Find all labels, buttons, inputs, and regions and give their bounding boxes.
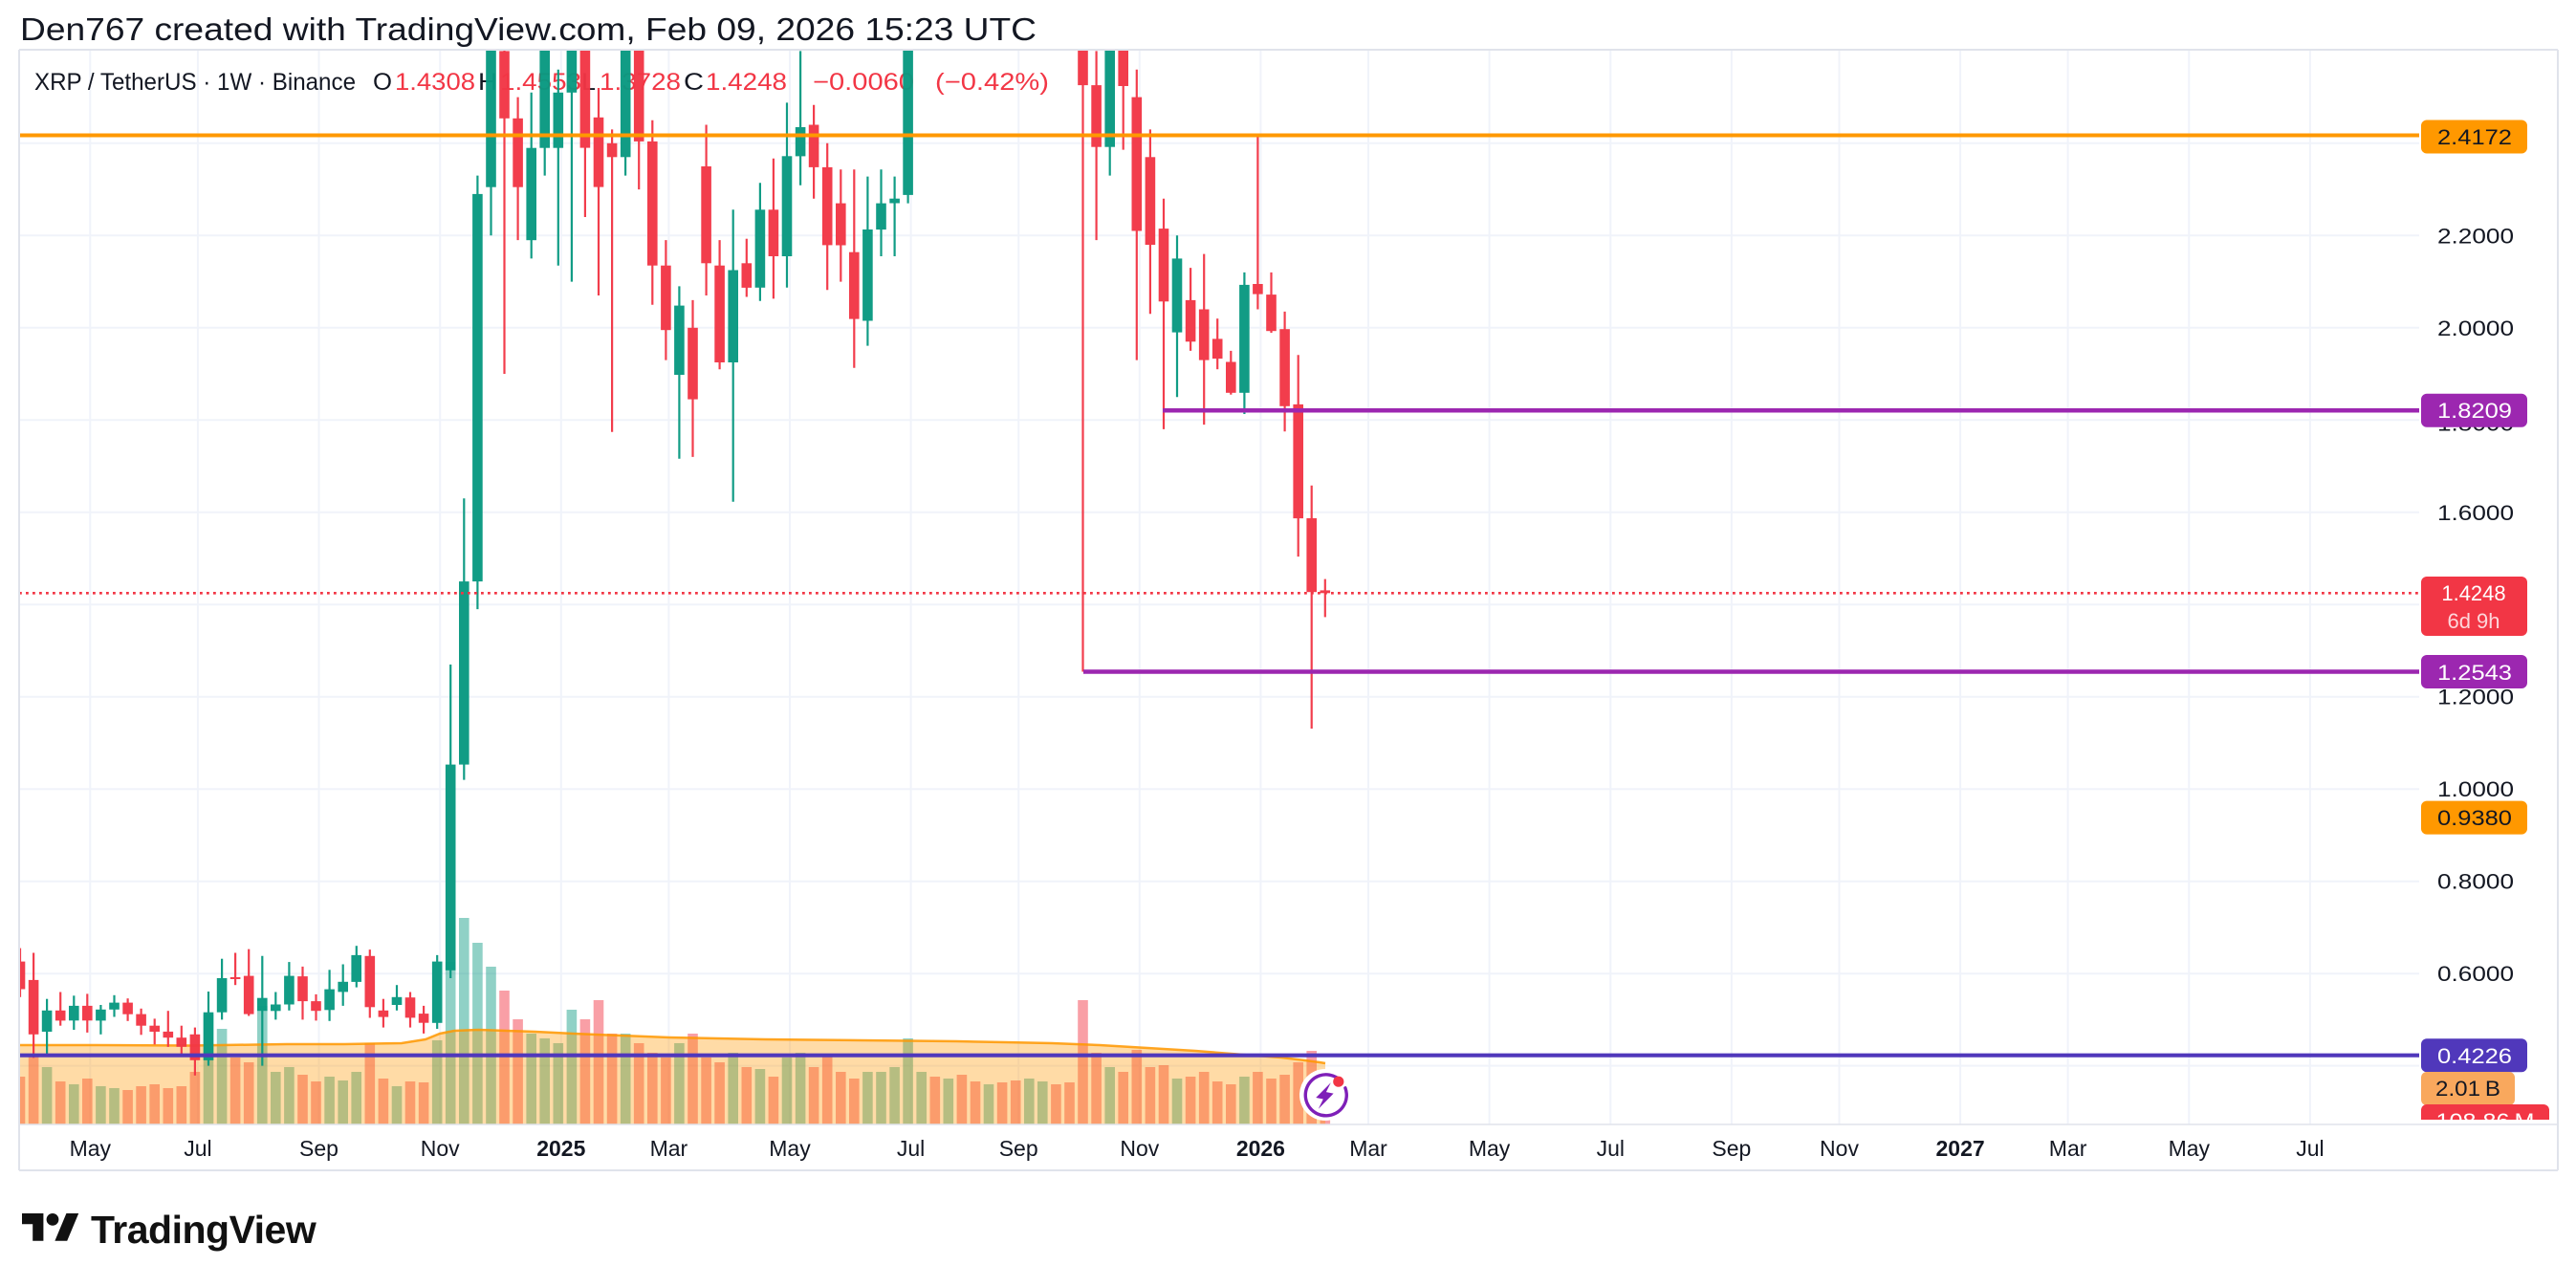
svg-text:Nov: Nov: [1820, 1136, 1859, 1161]
svg-text:1.4248: 1.4248: [706, 69, 787, 96]
svg-text:1.4248: 1.4248: [2441, 581, 2505, 605]
svg-text:1.4308: 1.4308: [395, 69, 475, 96]
svg-text:Mar: Mar: [650, 1136, 688, 1161]
svg-text:Jul: Jul: [184, 1136, 211, 1161]
svg-text:0.9380: 0.9380: [2437, 806, 2512, 830]
svg-text:108.86 M: 108.86 M: [2436, 1109, 2535, 1133]
svg-text:Jul: Jul: [1597, 1136, 1625, 1161]
svg-text:1.2000: 1.2000: [2437, 686, 2514, 709]
svg-text:Mar: Mar: [1349, 1136, 1387, 1161]
svg-text:2.01 B: 2.01 B: [2435, 1077, 2500, 1101]
svg-text:2.4172: 2.4172: [2437, 125, 2512, 149]
svg-text:TradingView: TradingView: [91, 1208, 317, 1252]
svg-text:0.4226: 0.4226: [2437, 1044, 2512, 1068]
svg-text:Nov: Nov: [1120, 1136, 1159, 1161]
svg-text:2027: 2027: [1936, 1136, 1985, 1161]
svg-text:6d 9h: 6d 9h: [2447, 609, 2500, 633]
svg-text:C: C: [684, 69, 704, 96]
svg-text:Jul: Jul: [897, 1136, 925, 1161]
svg-text:May: May: [1469, 1136, 1511, 1161]
svg-text:Mar: Mar: [2049, 1136, 2087, 1161]
svg-text:1.0000: 1.0000: [2437, 777, 2514, 801]
svg-text:Nov: Nov: [421, 1136, 460, 1161]
svg-text:Sep: Sep: [299, 1136, 338, 1161]
svg-text:1.6000: 1.6000: [2437, 501, 2514, 525]
svg-text:O: O: [373, 69, 392, 96]
svg-text:2025: 2025: [536, 1136, 585, 1161]
svg-text:−0.0060: −0.0060: [813, 69, 914, 96]
svg-text:(−0.42%): (−0.42%): [935, 69, 1049, 96]
svg-text:May: May: [70, 1136, 112, 1161]
svg-text:May: May: [769, 1136, 811, 1161]
svg-text:XRP / TetherUS · 1W · Binance: XRP / TetherUS · 1W · Binance: [34, 69, 356, 96]
svg-text:May: May: [2169, 1136, 2211, 1161]
svg-text:Sep: Sep: [999, 1136, 1038, 1161]
svg-text:Sep: Sep: [1712, 1136, 1751, 1161]
svg-text:Den767 created with TradingVie: Den767 created with TradingView.com, Feb…: [20, 11, 1037, 47]
svg-text:2026: 2026: [1236, 1136, 1285, 1161]
svg-text:0.8000: 0.8000: [2437, 870, 2514, 894]
svg-text:1.2543: 1.2543: [2437, 661, 2512, 685]
svg-text:2.0000: 2.0000: [2437, 316, 2514, 340]
svg-text:0.6000: 0.6000: [2437, 962, 2514, 986]
svg-text:Jul: Jul: [2296, 1136, 2324, 1161]
svg-text:1.8209: 1.8209: [2437, 399, 2512, 423]
svg-text:2.2000: 2.2000: [2437, 224, 2514, 248]
